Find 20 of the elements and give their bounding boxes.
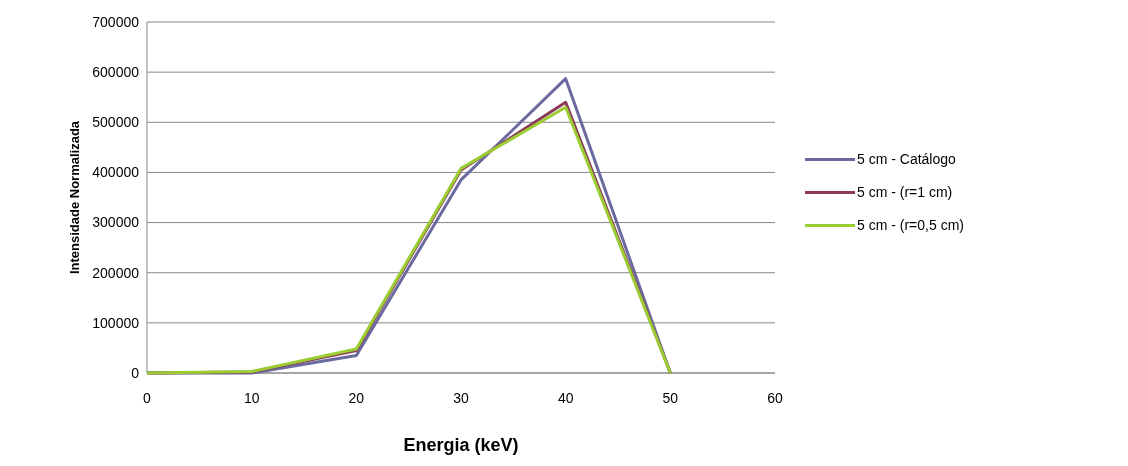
x-tick-label: 0: [143, 390, 152, 406]
x-axis-title: Energia (keV): [403, 435, 519, 455]
y-tick-label: 100000: [92, 314, 140, 331]
y-tick-label: 400000: [92, 164, 140, 181]
y-tick-label: 600000: [92, 64, 140, 81]
y-tick-label: 0: [131, 364, 140, 381]
legend-label: 5 cm - (r=1 cm): [857, 184, 953, 201]
x-tick-label: 30: [453, 390, 469, 406]
y-axis-title: Intensidade Normalizada: [67, 120, 82, 275]
y-tick-label: 500000: [92, 114, 140, 131]
x-tick-label: 20: [348, 390, 365, 406]
x-tick-label: 40: [557, 390, 574, 406]
y-tick-label: 200000: [92, 264, 140, 281]
legend-label: 5 cm - (r=0,5 cm): [857, 217, 964, 234]
x-tick-label: 50: [662, 390, 679, 406]
x-tick-label: 10: [243, 390, 260, 406]
y-tick-label: 700000: [92, 13, 140, 30]
x-tick-label: 60: [767, 390, 783, 406]
y-tick-label: 300000: [92, 214, 140, 231]
legend-label: 5 cm - Catálogo: [857, 151, 957, 168]
